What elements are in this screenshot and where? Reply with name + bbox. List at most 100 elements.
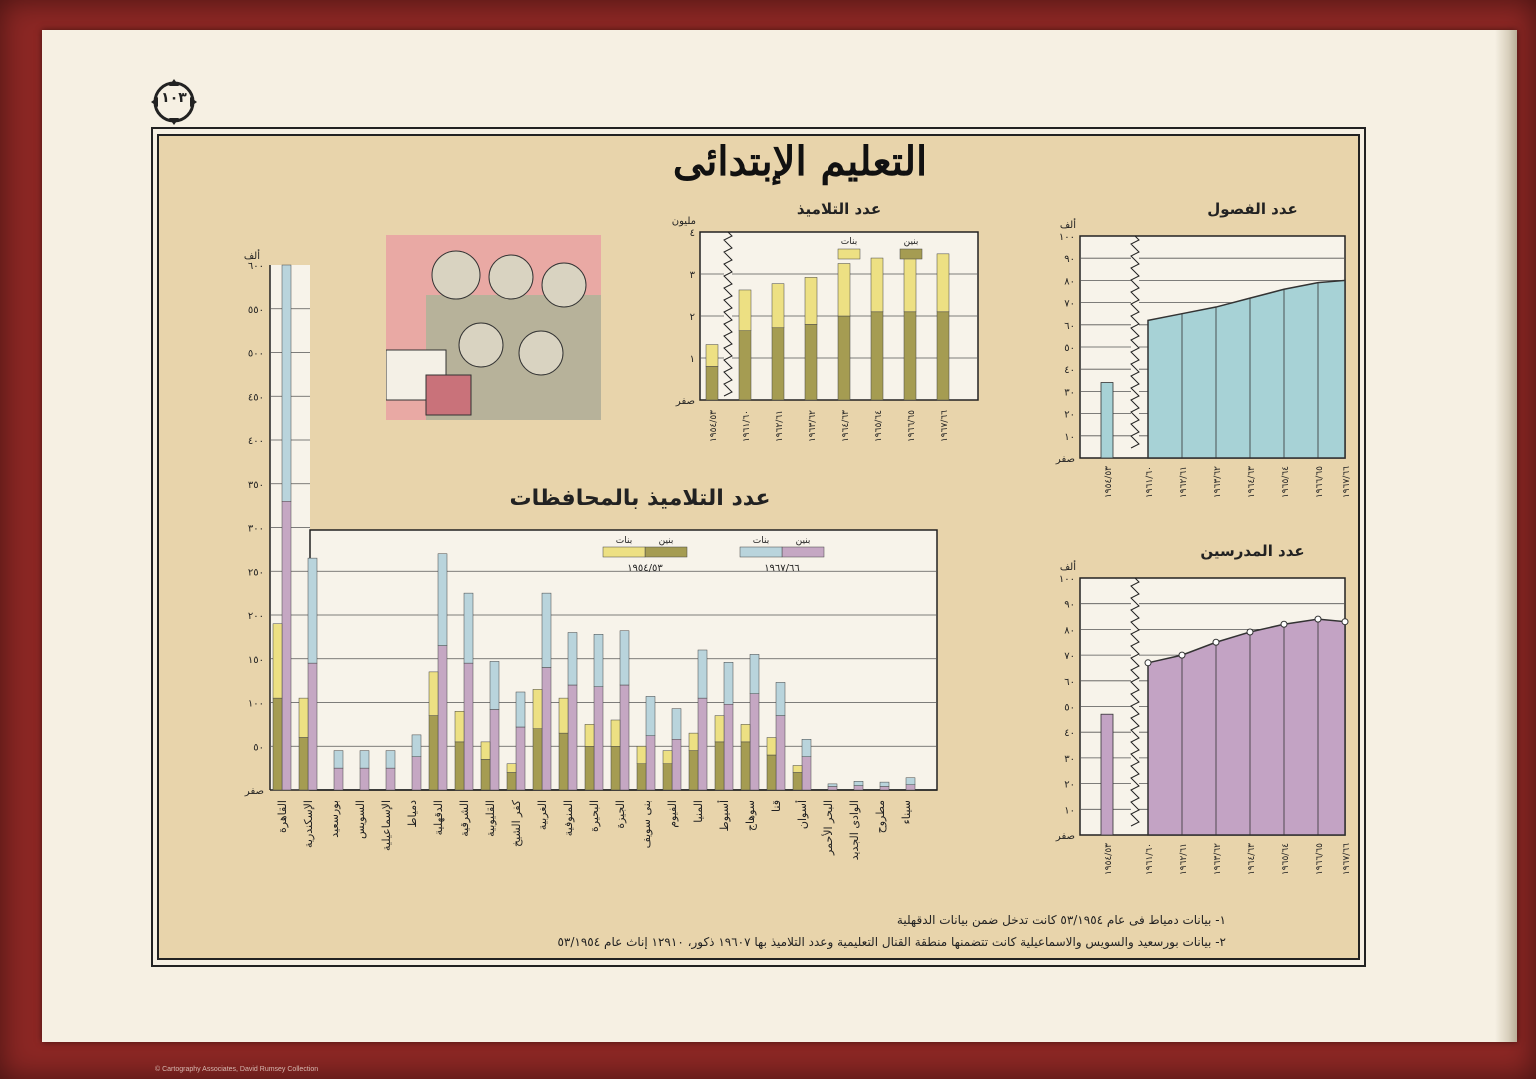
gov-xtick: مطروح <box>874 800 887 834</box>
classes-ytick: ٧٠ <box>1064 299 1075 310</box>
gov-bar-1967-boys <box>567 684 578 791</box>
gov-bar-1954-girls <box>610 719 621 747</box>
gov-bar-1954-girls <box>480 741 491 760</box>
pupils-xtick: ١٩٦١/٦٠ <box>742 410 752 442</box>
gov-ytick: ١٥٠ <box>248 655 264 666</box>
gov-bar-1967-girls <box>489 661 500 710</box>
gov-legend-swatch-boys <box>644 546 688 558</box>
teachers-unit: ألف <box>1060 560 1076 573</box>
gov-bar-1954-girls <box>298 697 309 738</box>
teachers-point <box>1341 618 1349 626</box>
gov-bar-1954-boys <box>298 737 309 791</box>
gov-xtick: سوهاج <box>744 800 757 831</box>
gov-bar-1967-girls <box>411 734 422 757</box>
gov-legend-year: ١٩٦٧/٦٦ <box>764 563 800 574</box>
teachers-xtick: ١٩٦٢/٦١ <box>1179 843 1189 875</box>
pupils-xtick: ١٩٦٥/٦٤ <box>874 410 884 442</box>
pupils-bar-girls <box>837 263 851 317</box>
gov-bar-1967-girls <box>697 649 708 699</box>
gov-bar-1954-boys <box>714 741 725 791</box>
gov-bar-1954-boys <box>766 754 777 791</box>
gov-bar-1967-boys <box>333 767 344 791</box>
gov-xtick: كفر الشيخ <box>510 799 523 847</box>
teachers-xtick: ١٩٦٣/٦٢ <box>1213 843 1223 875</box>
gov-ytick: ٣٥٠ <box>248 480 264 491</box>
gov-bar-1954-girls <box>766 737 777 756</box>
teachers-bar-first <box>1100 713 1114 836</box>
classes-ytick: ١٠ <box>1064 432 1075 443</box>
gov-bar-1967-girls <box>723 662 734 705</box>
classes-ytick: ٩٠ <box>1064 254 1075 265</box>
gov-bar-1967-girls <box>463 592 474 664</box>
gov-ytick: ١٠٠ <box>248 699 264 710</box>
gov-bar-1967-boys <box>463 662 474 791</box>
gov-bar-1967-boys <box>593 686 604 791</box>
gov-bar-1967-girls <box>593 634 604 687</box>
teachers-xtick: ١٩٦٥/٦٤ <box>1281 843 1291 875</box>
gov-bar-1967-girls <box>333 750 344 769</box>
gov-bar-1954-girls <box>714 715 725 743</box>
gov-bar-1967-girls <box>775 682 786 716</box>
classes-axis-break <box>1130 235 1140 449</box>
gov-bar-1967-boys <box>879 786 890 791</box>
gov-ytick: ٥٠٠ <box>248 349 264 360</box>
classes-ytick: ٦٠ <box>1064 321 1075 332</box>
gov-bar-1954-girls <box>506 763 517 773</box>
classes-unit: ألف <box>1060 218 1076 231</box>
classes-ytick: ٢٠ <box>1064 410 1075 421</box>
teachers-axis-break-gap <box>1131 579 1139 834</box>
gov-legend-year: ١٩٥٤/٥٣ <box>627 563 663 574</box>
gov-bar-1967-girls <box>541 592 552 668</box>
classes-bar-first <box>1100 382 1114 459</box>
gov-xtick: البحيرة <box>588 800 601 832</box>
teachers-ytick: صفر <box>1055 831 1075 842</box>
classes-xtick: ١٩٦٦/٦٥ <box>1315 466 1325 498</box>
classes-xtick: ١٩٦٧/٦٦ <box>1342 466 1352 498</box>
gov-bar-1967-boys <box>853 785 864 791</box>
gov-bar-1967-boys <box>359 767 370 791</box>
gov-unit: ألف <box>244 249 260 262</box>
pupils-xtick: ١٩٦٣/٦٢ <box>808 410 818 442</box>
gov-xtick: القاهرة <box>276 800 289 833</box>
gov-legend-swatch-girls <box>739 546 783 558</box>
gov-bar-1967-boys <box>515 726 526 791</box>
teachers-ytick: ٤٠ <box>1064 728 1075 739</box>
gov-legend-boys: بنين <box>796 536 811 546</box>
gov-ytick: ٤٠٠ <box>248 436 264 447</box>
classes-xtick: ١٩٦٤/٦٣ <box>1247 466 1257 498</box>
gov-bar-1954-boys <box>610 746 621 791</box>
teachers-ytick: ٢٠ <box>1064 780 1075 791</box>
gov-bar-1954-girls <box>584 724 595 747</box>
gov-bar-1954-girls <box>688 732 699 751</box>
gov-ytick: ٥٥٠ <box>248 305 264 316</box>
classes-ytick: ٨٠ <box>1064 276 1075 287</box>
gov-bar-1967-girls <box>281 264 292 502</box>
gov-bar-1954-girls <box>792 765 803 773</box>
teachers-ytick: ١٠ <box>1064 805 1075 816</box>
gov-bar-1967-boys <box>489 709 500 791</box>
gov-xtick: الدقهلية <box>432 800 445 835</box>
gov-bar-1967-boys <box>619 684 630 791</box>
gov-xtick: دمياط <box>406 800 419 828</box>
gov-bar-1967-boys <box>905 784 916 791</box>
teachers-point <box>1280 620 1288 628</box>
gov-bar-1954-girls <box>532 689 543 729</box>
pupils-xtick: ١٩٦٧/٦٦ <box>940 410 950 442</box>
page-title: التعليم الإبتدائى <box>672 138 928 185</box>
pupils-xtick: ١٩٦٤/٦٣ <box>841 410 851 442</box>
gov-ytick: ٢٠٠ <box>248 611 264 622</box>
gov-bar-1967-girls <box>749 654 760 694</box>
gov-bar-1967-girls <box>437 553 448 646</box>
teachers-ytick: ٨٠ <box>1064 625 1075 636</box>
gov-xtick: المنيا <box>692 800 705 823</box>
pupils-ytick: ٣ <box>690 270 696 281</box>
teachers-ytick: ٥٠ <box>1064 703 1075 714</box>
teachers-ytick: ٩٠ <box>1064 600 1075 611</box>
gov-bar-1954-boys <box>688 750 699 791</box>
gov-xtick: أسوان <box>795 800 809 829</box>
gov-xtick: بورسعيد <box>328 800 341 838</box>
teachers-point <box>1314 615 1322 623</box>
gov-bar-1967-boys <box>697 697 708 791</box>
pupils-xtick: ١٩٥٤/٥٣ <box>709 410 719 442</box>
